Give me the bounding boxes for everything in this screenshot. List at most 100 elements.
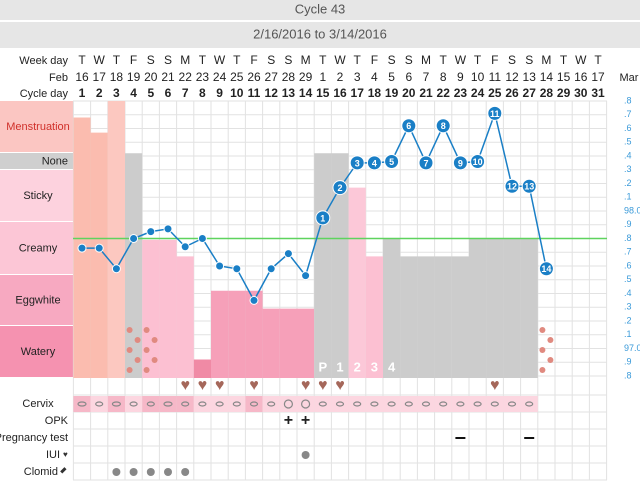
date: 11 — [489, 70, 502, 84]
date: 22 — [179, 70, 193, 84]
cervix-symbol — [249, 401, 259, 407]
category-label: Watery — [21, 346, 56, 358]
point-label: 11 — [490, 109, 500, 119]
weekday: M — [541, 53, 551, 67]
cycle-day: 29 — [557, 86, 571, 100]
date: 18 — [110, 70, 124, 84]
cycle-day: 28 — [540, 86, 554, 100]
cervix-cell — [193, 396, 211, 412]
row-label: Clomid — [24, 466, 58, 478]
cervix-cell — [142, 396, 160, 412]
weekday: T — [233, 53, 241, 67]
temperature-point — [366, 155, 382, 171]
fluid-bar — [314, 153, 332, 378]
iui-mark — [301, 451, 310, 459]
weekday: S — [267, 53, 275, 67]
temperature-point — [401, 118, 417, 134]
y-tick-label: .1 — [624, 329, 632, 339]
heart-icon: ♥ — [63, 450, 68, 459]
date: 4 — [371, 70, 378, 84]
fluid-bar — [125, 153, 143, 378]
fluid-bar — [107, 101, 125, 378]
cervix-cell — [434, 396, 452, 412]
cervix-cell — [417, 396, 435, 412]
point-label: 7 — [423, 158, 428, 168]
watery-dot — [539, 367, 546, 373]
row-label: Cervix — [22, 398, 54, 410]
temperature-point — [504, 178, 520, 194]
date: 9 — [457, 70, 464, 84]
cycle-day: 25 — [488, 86, 502, 100]
row-label: OPK — [45, 415, 69, 427]
watery-dot — [143, 367, 150, 373]
date: 2 — [337, 70, 344, 84]
cervix-symbol — [215, 401, 224, 407]
fluid-bar — [211, 290, 229, 378]
date: 23 — [196, 70, 210, 84]
heart: ♥ — [249, 377, 259, 394]
temperature-point — [232, 264, 242, 274]
y-tick-label: .3 — [624, 302, 632, 312]
cervix-cell — [107, 396, 125, 412]
weekday: S — [388, 53, 396, 67]
weekday: S — [525, 53, 533, 67]
temperature-point — [129, 234, 139, 243]
cervix-cell — [159, 396, 177, 412]
pregnancy-negative — [524, 437, 535, 439]
row-label: Pregnancy test — [0, 432, 68, 444]
date: 15 — [557, 70, 571, 84]
heart: ♥ — [318, 377, 328, 394]
date: 3 — [354, 70, 361, 84]
temperature-point — [487, 105, 503, 121]
fluid-bar — [469, 238, 487, 378]
point-label: 8 — [441, 121, 446, 131]
heart: ♥ — [335, 377, 345, 394]
cervix-symbol — [129, 401, 138, 407]
y-tick-label: .8 — [624, 233, 632, 243]
weekday: W — [575, 53, 587, 67]
weekday: T — [594, 53, 602, 67]
category-label: Menstruation — [6, 121, 70, 133]
weekday: S — [164, 53, 172, 67]
watery-dot — [134, 337, 141, 343]
date: 27 — [265, 70, 279, 84]
cervix-cell — [400, 396, 418, 412]
date: 19 — [127, 70, 141, 84]
cycle-day: 30 — [574, 86, 588, 100]
weekday: T — [354, 53, 362, 67]
cervix-cell — [451, 396, 469, 412]
point-label: 6 — [406, 121, 411, 131]
temperature-point — [538, 261, 554, 277]
cervix-symbol — [318, 401, 327, 407]
fluid-bar — [331, 153, 349, 378]
watery-dot — [143, 347, 150, 353]
cycle-title: Cycle 43 — [295, 1, 346, 16]
temperature-point — [266, 264, 276, 274]
cervix-symbol — [283, 399, 293, 409]
cervix-symbol — [335, 401, 345, 407]
fluid-bar — [348, 187, 366, 378]
cycle-day: 4 — [130, 86, 137, 100]
cervix-cell — [383, 396, 401, 412]
weekday: S — [147, 53, 155, 67]
date: 7 — [423, 70, 430, 84]
cervix-symbol — [95, 401, 104, 407]
watery-dot — [151, 357, 158, 363]
temperature-point — [215, 261, 225, 271]
cycle-day: 5 — [147, 86, 154, 100]
y-tick-label: .3 — [624, 164, 632, 174]
cycle-day: 12 — [265, 86, 279, 100]
weekday: F — [250, 53, 257, 67]
watery-dot — [539, 327, 546, 333]
fluid-bar — [193, 359, 211, 378]
cervix-symbol — [525, 401, 534, 407]
fluid-bar — [503, 238, 521, 378]
weekday: F — [371, 53, 378, 67]
cervix-symbol — [387, 401, 396, 407]
cervix-cell — [211, 396, 229, 412]
cervix-cell — [125, 396, 143, 412]
y-tick-label: .7 — [624, 247, 632, 257]
category-label: Sticky — [23, 190, 53, 202]
fluid-bar — [297, 308, 315, 378]
date: 29 — [299, 70, 313, 84]
